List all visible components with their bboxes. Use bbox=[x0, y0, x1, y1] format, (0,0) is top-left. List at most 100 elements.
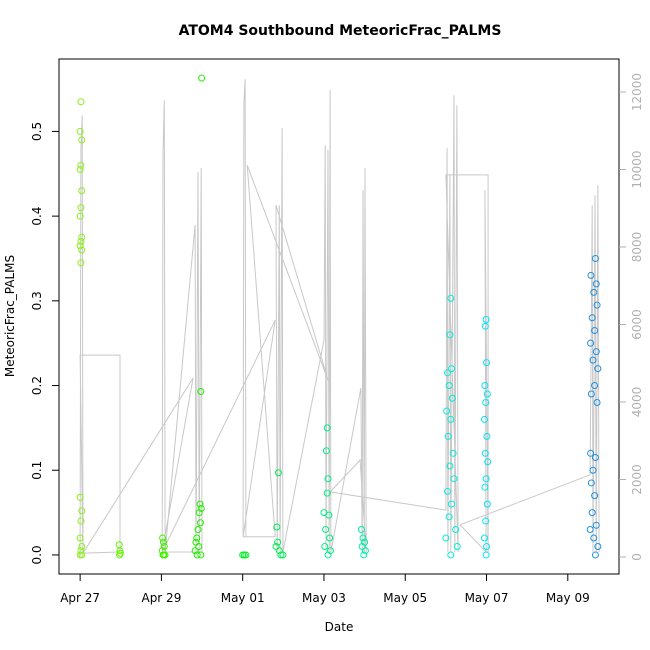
plot-frame bbox=[58, 58, 620, 575]
point bbox=[591, 454, 599, 462]
point bbox=[447, 294, 455, 302]
point bbox=[591, 326, 599, 334]
point bbox=[450, 475, 458, 483]
point bbox=[198, 74, 206, 82]
point bbox=[196, 519, 204, 527]
point bbox=[76, 127, 84, 135]
point bbox=[161, 551, 169, 559]
point bbox=[589, 356, 597, 364]
point bbox=[77, 259, 85, 267]
point bbox=[587, 449, 595, 457]
point bbox=[76, 212, 84, 220]
point bbox=[160, 542, 168, 550]
y-tick-label: 0.0 bbox=[30, 545, 44, 564]
y-tick-label: 0.4 bbox=[30, 207, 44, 226]
point bbox=[78, 542, 86, 550]
x-tick-label: May 07 bbox=[465, 591, 509, 605]
point bbox=[195, 509, 203, 517]
y2-tick-label: 6000 bbox=[630, 309, 644, 340]
point bbox=[273, 523, 281, 531]
y2-tick-label: 12000 bbox=[630, 73, 644, 111]
point bbox=[483, 500, 491, 508]
point bbox=[445, 513, 453, 521]
point bbox=[589, 466, 597, 474]
point bbox=[593, 301, 601, 309]
point bbox=[591, 551, 599, 559]
point bbox=[481, 322, 489, 330]
point bbox=[321, 542, 329, 550]
point bbox=[443, 407, 451, 415]
point bbox=[323, 424, 331, 432]
point bbox=[480, 534, 488, 542]
point bbox=[444, 432, 452, 440]
point bbox=[480, 415, 488, 423]
point bbox=[77, 517, 85, 525]
point bbox=[78, 246, 86, 254]
point bbox=[590, 534, 598, 542]
point bbox=[77, 547, 85, 555]
x-tick-label: May 01 bbox=[221, 591, 265, 605]
point bbox=[357, 526, 365, 534]
point bbox=[77, 238, 85, 246]
point bbox=[159, 534, 167, 542]
y2-tick-label: 10000 bbox=[630, 150, 644, 188]
y-tick-label: 0.3 bbox=[30, 291, 44, 310]
point bbox=[484, 458, 492, 466]
point bbox=[323, 489, 331, 497]
x-tick-label: May 09 bbox=[546, 591, 590, 605]
point bbox=[444, 487, 452, 495]
point bbox=[448, 500, 456, 508]
point bbox=[78, 187, 86, 195]
y2-tick-label: 0 bbox=[630, 553, 644, 561]
point bbox=[587, 339, 595, 347]
point bbox=[324, 551, 332, 559]
point bbox=[159, 538, 167, 546]
y2-tick-label: 8000 bbox=[630, 232, 644, 263]
point bbox=[324, 475, 332, 483]
point bbox=[78, 136, 86, 144]
point bbox=[452, 526, 460, 534]
point bbox=[482, 398, 490, 406]
point bbox=[483, 390, 491, 398]
x-tick-label: Apr 27 bbox=[60, 591, 100, 605]
point bbox=[591, 492, 599, 500]
point bbox=[76, 493, 84, 501]
point bbox=[482, 315, 490, 323]
y2-tick-label: 2000 bbox=[630, 464, 644, 495]
point bbox=[193, 551, 201, 559]
point bbox=[588, 509, 596, 517]
point bbox=[197, 551, 205, 559]
point bbox=[194, 526, 202, 534]
point bbox=[588, 314, 596, 322]
y-tick-label: 0.5 bbox=[30, 122, 44, 141]
point bbox=[446, 331, 454, 339]
point bbox=[481, 483, 489, 491]
point bbox=[191, 547, 199, 555]
altitude-line bbox=[79, 79, 600, 558]
point bbox=[274, 469, 282, 477]
point bbox=[77, 204, 85, 212]
point bbox=[448, 394, 456, 402]
point bbox=[482, 475, 490, 483]
x-tick-label: May 03 bbox=[302, 591, 346, 605]
point bbox=[442, 534, 450, 542]
point bbox=[77, 98, 85, 106]
x-tick-label: May 05 bbox=[383, 591, 427, 605]
point bbox=[76, 242, 84, 250]
point bbox=[77, 161, 85, 169]
chart-title: ATOM4 Southbound MeteoricFrac_PALMS bbox=[179, 23, 502, 39]
point bbox=[360, 551, 368, 559]
point bbox=[361, 547, 369, 555]
point bbox=[592, 280, 600, 288]
point bbox=[322, 447, 330, 455]
point bbox=[277, 551, 285, 559]
point bbox=[449, 449, 457, 457]
point bbox=[483, 432, 491, 440]
point bbox=[593, 398, 601, 406]
y2-tick-label: 4000 bbox=[630, 387, 644, 418]
y-tick-label: 0.2 bbox=[30, 376, 44, 395]
point bbox=[116, 549, 124, 557]
x-tick-label: Apr 29 bbox=[141, 591, 181, 605]
